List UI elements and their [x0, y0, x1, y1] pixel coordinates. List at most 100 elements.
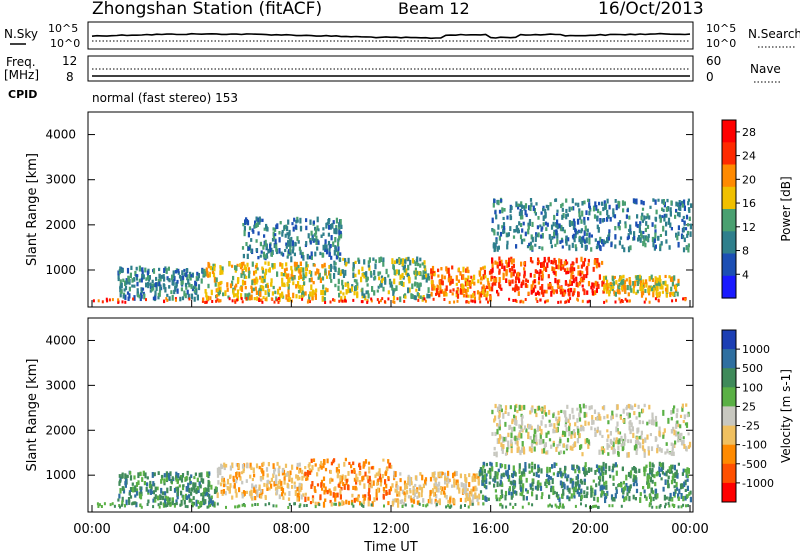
colorbar-segment: [722, 330, 736, 350]
heatmap-cell: [266, 255, 269, 259]
heatmap-cell: [649, 433, 652, 437]
heatmap-cell: [324, 287, 328, 293]
heatmap-cell: [505, 450, 508, 456]
heatmap-cell: [235, 463, 238, 467]
heatmap-cell: [566, 476, 569, 482]
heatmap-cell: [530, 443, 534, 448]
heatmap-cell: [251, 478, 254, 482]
heatmap-cell: [544, 481, 547, 486]
heatmap-cell: [484, 485, 487, 489]
heatmap-cell: [474, 478, 477, 482]
heatmap-cell: [582, 261, 585, 267]
heatmap-cell: [310, 251, 313, 256]
heatmap-cell: [248, 297, 251, 301]
heatmap-cell: [655, 279, 658, 284]
heatmap-cell: [647, 446, 650, 452]
heatmap-cell: [212, 272, 216, 278]
heatmap-cell: [120, 290, 123, 294]
heatmap-cell: [406, 273, 409, 277]
heatmap-cell: [118, 474, 121, 478]
heatmap-cell: [644, 235, 647, 241]
heatmap-cell: [563, 469, 566, 475]
heatmap-cell: [171, 476, 174, 480]
heatmap-cell: [584, 245, 588, 251]
colorbar-tick-label: -500: [742, 458, 767, 471]
heatmap-cell: [323, 490, 326, 495]
heatmap-cell: [474, 485, 477, 492]
heatmap-cell: [614, 493, 617, 499]
heatmap-cell: [97, 299, 100, 303]
heatmap-cell: [323, 262, 326, 268]
heatmap-cell: [301, 285, 304, 291]
heatmap-cell: [261, 275, 264, 281]
heatmap-cell: [207, 295, 210, 302]
heatmap-cell: [149, 289, 152, 293]
heatmap-cell: [565, 427, 568, 433]
heatmap-cell: [282, 273, 285, 277]
heatmap-cell: [273, 300, 276, 304]
heatmap-cell: [539, 269, 542, 274]
heatmap-cell: [280, 251, 283, 256]
heatmap-cell: [176, 478, 179, 485]
heatmap-cell: [531, 503, 534, 507]
x-tick-label: 00:00: [671, 522, 708, 537]
heatmap-cell: [393, 260, 396, 265]
heatmap-cell: [326, 288, 329, 293]
heatmap-cell: [582, 279, 585, 283]
heatmap-cell: [578, 491, 581, 497]
heatmap-cell: [577, 270, 580, 276]
heatmap-cell: [598, 475, 602, 480]
heatmap-cell: [347, 287, 350, 294]
heatmap-cell: [677, 434, 680, 441]
heatmap-cell: [240, 272, 243, 278]
heatmap-cell: [471, 502, 474, 506]
heatmap-cell: [195, 289, 198, 296]
heatmap-cell: [451, 292, 454, 296]
heatmap-cell: [472, 494, 475, 500]
heatmap-cell: [264, 298, 267, 301]
heatmap-cell: [250, 248, 253, 254]
heatmap-cell: [486, 290, 489, 297]
heatmap-cell: [429, 476, 433, 482]
heatmap-cell: [424, 299, 427, 303]
heatmap-cell: [259, 275, 262, 280]
heatmap-cell: [195, 489, 198, 495]
heatmap-cell: [664, 451, 667, 455]
heatmap-cell: [407, 264, 410, 271]
heatmap-cell: [339, 489, 342, 495]
heatmap-cell: [529, 241, 532, 245]
heatmap-cell: [531, 236, 534, 243]
heatmap-cell: [559, 450, 562, 454]
heatmap-cell: [111, 502, 114, 506]
heatmap-cell: [560, 259, 563, 264]
heatmap-cell: [117, 273, 120, 279]
heatmap-cell: [337, 483, 340, 488]
heatmap-cell: [267, 249, 270, 253]
heatmap-cell: [494, 431, 497, 437]
heatmap-cell: [568, 206, 571, 212]
heatmap-cell: [121, 500, 124, 506]
heatmap-cell: [510, 494, 513, 500]
heatmap-cell: [511, 473, 514, 479]
heatmap-cell: [306, 264, 309, 268]
heatmap-cell: [210, 289, 213, 296]
heatmap-cell: [500, 408, 503, 413]
heatmap-cell: [118, 493, 121, 499]
heatmap-cell: [216, 467, 219, 474]
heatmap-cell: [363, 259, 366, 265]
heatmap-cell: [365, 277, 368, 283]
heatmap-cell: [681, 203, 684, 208]
heatmap-cell: [329, 300, 332, 304]
heatmap-cell: [334, 262, 337, 266]
heatmap-cell: [279, 262, 282, 267]
heatmap-cell: [632, 287, 635, 294]
heatmap-cell: [124, 280, 127, 287]
heatmap-cell: [339, 232, 343, 239]
heatmap-cell: [137, 472, 140, 479]
heatmap-cell: [264, 242, 267, 247]
heatmap-cell: [462, 274, 465, 280]
heatmap-cell: [447, 479, 450, 484]
heatmap-cell: [468, 473, 471, 478]
heatmap-cell: [504, 490, 508, 497]
heatmap-cell: [291, 485, 294, 489]
